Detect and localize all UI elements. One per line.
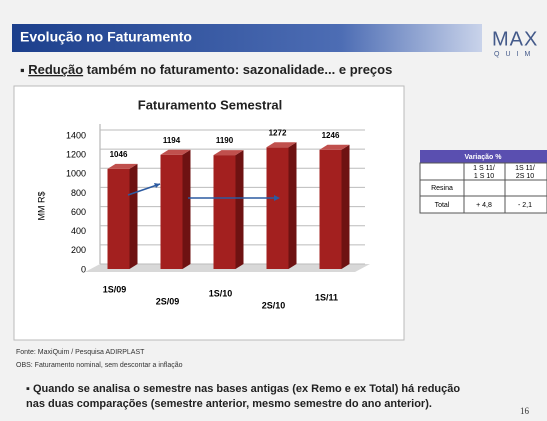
arrow — [127, 183, 161, 196]
title-bar — [12, 24, 482, 52]
table-title: Variação % — [465, 154, 503, 161]
bullet-text: também no faturamento: sazonalidade... e… — [83, 62, 392, 77]
value-label: 1190 — [216, 136, 234, 145]
arrow-head — [154, 183, 160, 188]
note: ▪ Quando se analisa o semestre nas bases… — [26, 383, 460, 395]
bar-side — [288, 142, 297, 269]
cell: - 2,1 — [518, 202, 532, 209]
value-label: 1272 — [269, 128, 287, 137]
slide-title: Evolução no Faturamento — [20, 29, 192, 45]
y-axis-label: MM R$ — [36, 192, 46, 221]
arrow-head — [274, 195, 280, 201]
y-tick-label: 200 — [71, 245, 86, 255]
bar-top — [266, 142, 297, 148]
logo-sub: QUIM — [494, 51, 536, 58]
x-tick-label: 2S/09 — [156, 296, 180, 306]
x-tick-label: 1S/09 — [103, 284, 127, 294]
bar-side — [182, 149, 191, 269]
col-header: 1S 11/ — [515, 165, 535, 172]
note-line: Quando se analisa o semestre nas bases a… — [33, 383, 460, 395]
row-label: Total — [435, 202, 450, 209]
table: Variação % 1 S 11/ 1 S 10 1S 11/ 2S 10 R… — [419, 150, 547, 214]
chart-title: Faturamento Semestral — [138, 97, 283, 112]
bar-top — [319, 144, 350, 150]
logo: MAX — [492, 28, 538, 50]
table-body — [419, 162, 547, 214]
plot: 0 200 400 600 800 1000 1200 1400 1S/09 1046 2S/09 1… — [66, 128, 365, 310]
bar-side — [341, 144, 350, 269]
bar — [160, 154, 183, 269]
value-label: 1246 — [322, 131, 340, 140]
value-label: 1194 — [163, 136, 181, 145]
y-tick-label: 1400 — [66, 130, 86, 140]
col-header: 2S 10 — [516, 173, 534, 180]
table-header — [420, 150, 547, 163]
bar-top — [107, 163, 138, 169]
y-tick-label: 1000 — [66, 169, 86, 179]
y-tick-label: 800 — [71, 188, 86, 198]
cell: + 4,8 — [476, 202, 492, 209]
y-tick-label: 0 — [81, 264, 86, 274]
bar-side — [129, 163, 138, 269]
bar — [266, 147, 289, 269]
col-header: 1 S 10 — [474, 173, 494, 180]
bar-top — [213, 150, 244, 156]
value-label: 1046 — [110, 150, 128, 159]
x-tick-label: 1S/11 — [315, 292, 338, 302]
row-label: Resina — [431, 185, 453, 192]
bar — [107, 168, 130, 269]
bullet: ▪ Redução também no faturamento: sazonal… — [20, 62, 392, 77]
x-tick-label: 1S/10 — [209, 288, 233, 298]
bar-top — [160, 149, 191, 155]
bar — [319, 149, 342, 269]
source: Fonte: MaxiQuim / Pesquisa ADIRPLAST — [16, 349, 145, 356]
y-tick-label: 600 — [71, 207, 86, 217]
bar-side — [235, 150, 244, 269]
x-tick-label: 2S/10 — [262, 300, 286, 310]
y-tick-label: 400 — [71, 226, 86, 236]
bar — [213, 155, 236, 269]
obs: OBS: Faturamento nominal, sem descontar … — [16, 362, 183, 369]
bullet-underlined: Redução — [28, 62, 83, 77]
col-header: 1 S 11/ — [473, 165, 495, 172]
page-number: 16 — [520, 406, 530, 416]
y-tick-label: 1200 — [66, 150, 86, 160]
note-line: nas duas comparações (semestre anterior,… — [26, 398, 432, 410]
